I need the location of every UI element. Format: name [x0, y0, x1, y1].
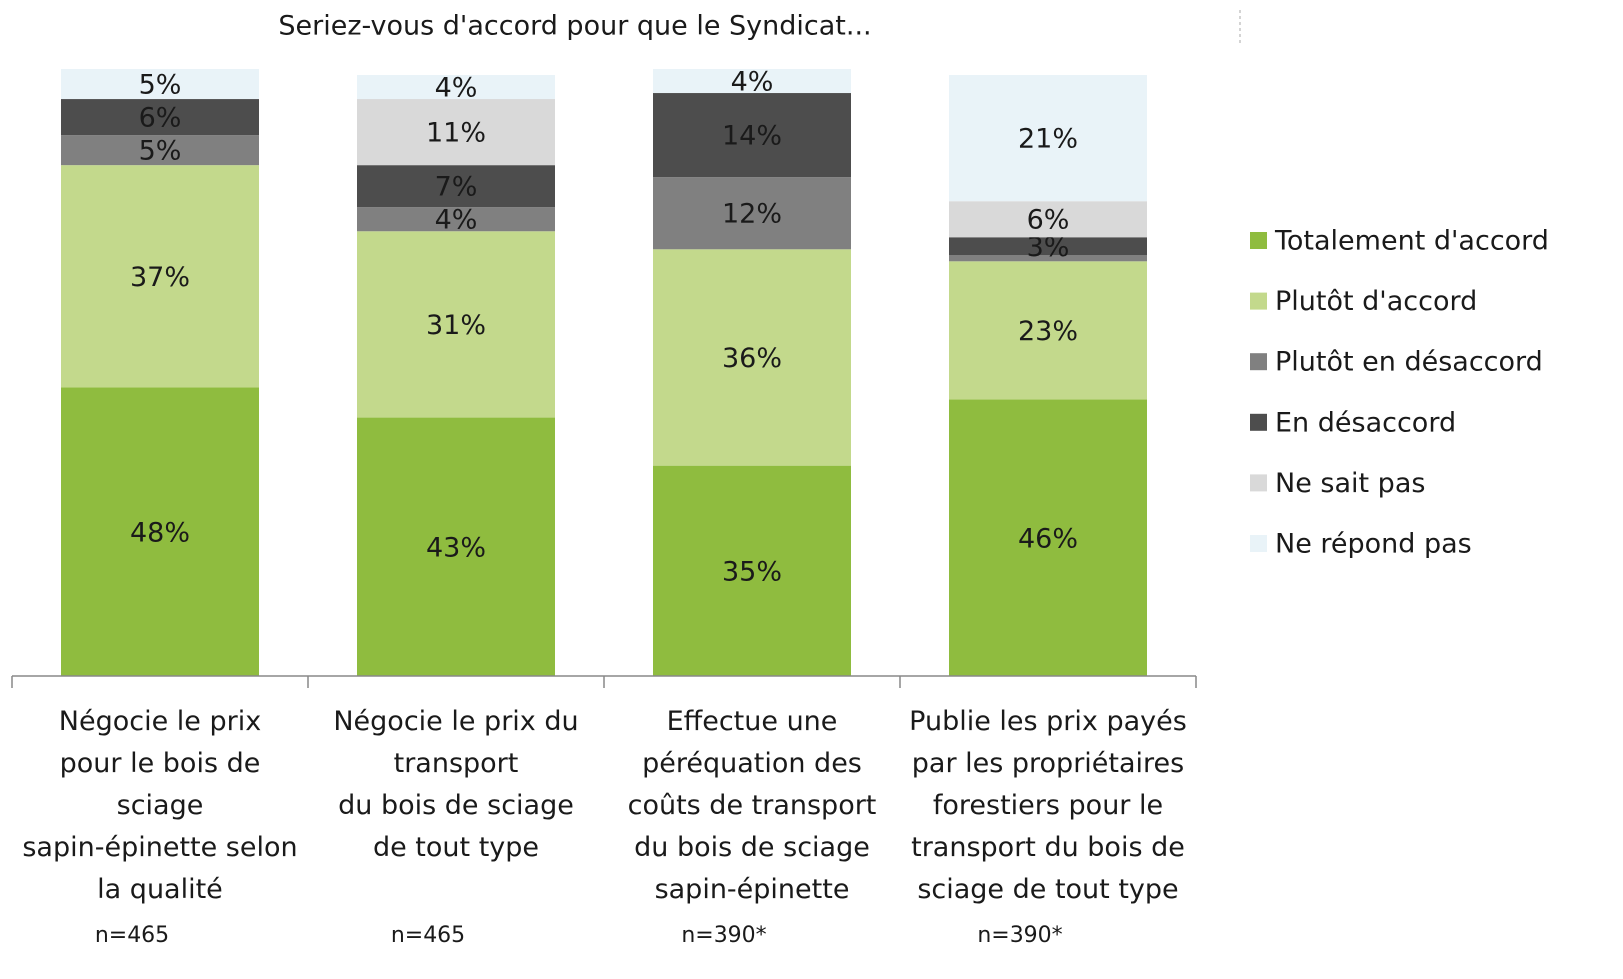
- legend-label: Plutôt en désaccord: [1275, 347, 1543, 378]
- data-label: 43%: [426, 532, 486, 563]
- sample-size: n=465: [95, 923, 169, 948]
- legend-swatch: [1250, 413, 1267, 431]
- x-tick-label: Publie les prix payés par les propriétair…: [909, 706, 1187, 905]
- bar-segment: [653, 93, 851, 178]
- legend-label: En désaccord: [1275, 407, 1456, 438]
- bar-segment: [949, 399, 1147, 676]
- data-label: 5%: [139, 70, 182, 101]
- label-line: du bois de sciage: [338, 790, 574, 821]
- bar-segment: [949, 75, 1147, 202]
- bar-segment: [357, 231, 555, 418]
- x-tick-label: Négocie le prix du transport du bois de sc…: [333, 706, 578, 863]
- data-label: 14%: [722, 121, 782, 152]
- label-line: sciage de tout type: [917, 874, 1178, 905]
- x-tick-label: Négocie le prix pour le bois de sciage sapi…: [22, 706, 297, 905]
- label-line: de tout type: [373, 832, 539, 863]
- data-label: 5%: [139, 136, 182, 167]
- bar-segment: [357, 207, 555, 232]
- data-label: 12%: [722, 199, 782, 230]
- bar-segment: [61, 99, 259, 136]
- data-label: 21%: [1018, 124, 1078, 155]
- data-label: 6%: [1027, 205, 1070, 236]
- legend-swatch: [1250, 232, 1267, 249]
- bar-segment: [61, 387, 259, 676]
- label-line: Négocie le prix: [59, 706, 261, 737]
- sample-size: n=390*: [681, 923, 766, 948]
- bar-segment: [357, 165, 555, 208]
- data-label: 7%: [435, 172, 478, 203]
- bar-segment: [653, 249, 851, 466]
- label-line: forestiers pour le: [933, 790, 1163, 821]
- data-label: 11%: [426, 118, 486, 149]
- data-label: 48%: [130, 517, 190, 548]
- label-line: sapin-épinette selon: [22, 832, 297, 863]
- bar-segment: [61, 68, 259, 100]
- data-label: 23%: [1018, 316, 1078, 347]
- data-label: 4%: [435, 73, 478, 104]
- legend-label: Ne sait pas: [1275, 468, 1425, 499]
- bar-segment: [357, 75, 555, 100]
- sample-size: n=390*: [977, 923, 1062, 948]
- bar-segment: [357, 99, 555, 166]
- label-line: pour le bois de: [60, 748, 261, 779]
- legend-label: Ne répond pas: [1275, 529, 1472, 560]
- label-line: Publie les prix payés: [909, 706, 1187, 737]
- bar-segment: [653, 68, 851, 94]
- legend-label: Totalement d'accord: [1274, 226, 1549, 257]
- bar-segment: [949, 261, 1147, 400]
- label-line: sciage: [117, 790, 204, 821]
- label-line: Effectue une: [667, 706, 838, 737]
- sample-size: n=465: [391, 923, 465, 948]
- data-label: 31%: [426, 310, 486, 341]
- data-label: 37%: [130, 262, 190, 293]
- bar-segment: [61, 165, 259, 388]
- data-label: 46%: [1018, 523, 1078, 554]
- legend-swatch: [1250, 535, 1267, 552]
- legend-swatch: [1250, 292, 1267, 310]
- label-line: Négocie le prix du: [333, 706, 578, 737]
- data-label: 4%: [435, 205, 478, 236]
- chart-title: Seriez-vous d'accord pour que le Syndica…: [278, 11, 871, 42]
- bar-segment: [61, 135, 259, 166]
- bar-segment: [949, 237, 1147, 256]
- x-tick-label: Effectue une péréquation des coûts de tran…: [628, 706, 877, 905]
- label-line: par les propriétaires: [912, 748, 1184, 779]
- bar-segment: [949, 255, 1147, 262]
- bar-segment: [357, 417, 555, 676]
- label-line: du bois de sciage: [634, 832, 870, 863]
- legend-swatch: [1250, 474, 1267, 492]
- label-line: sapin-épinette: [655, 874, 850, 905]
- data-label: 6%: [139, 103, 182, 134]
- legend-label: Plutôt d'accord: [1275, 286, 1477, 317]
- data-label: 4%: [731, 67, 774, 98]
- data-label: 36%: [722, 343, 782, 374]
- legend-swatch: [1250, 353, 1267, 371]
- data-label: 35%: [722, 556, 782, 587]
- label-line: coûts de transport: [628, 790, 877, 821]
- label-line: péréquation des: [642, 748, 862, 779]
- bar-segment: [653, 177, 851, 250]
- bar-segment: [653, 465, 851, 676]
- bar-segment: [949, 201, 1147, 238]
- label-line: transport: [394, 748, 519, 779]
- label-line: transport du bois de: [911, 832, 1185, 863]
- label-line: la qualité: [97, 874, 223, 905]
